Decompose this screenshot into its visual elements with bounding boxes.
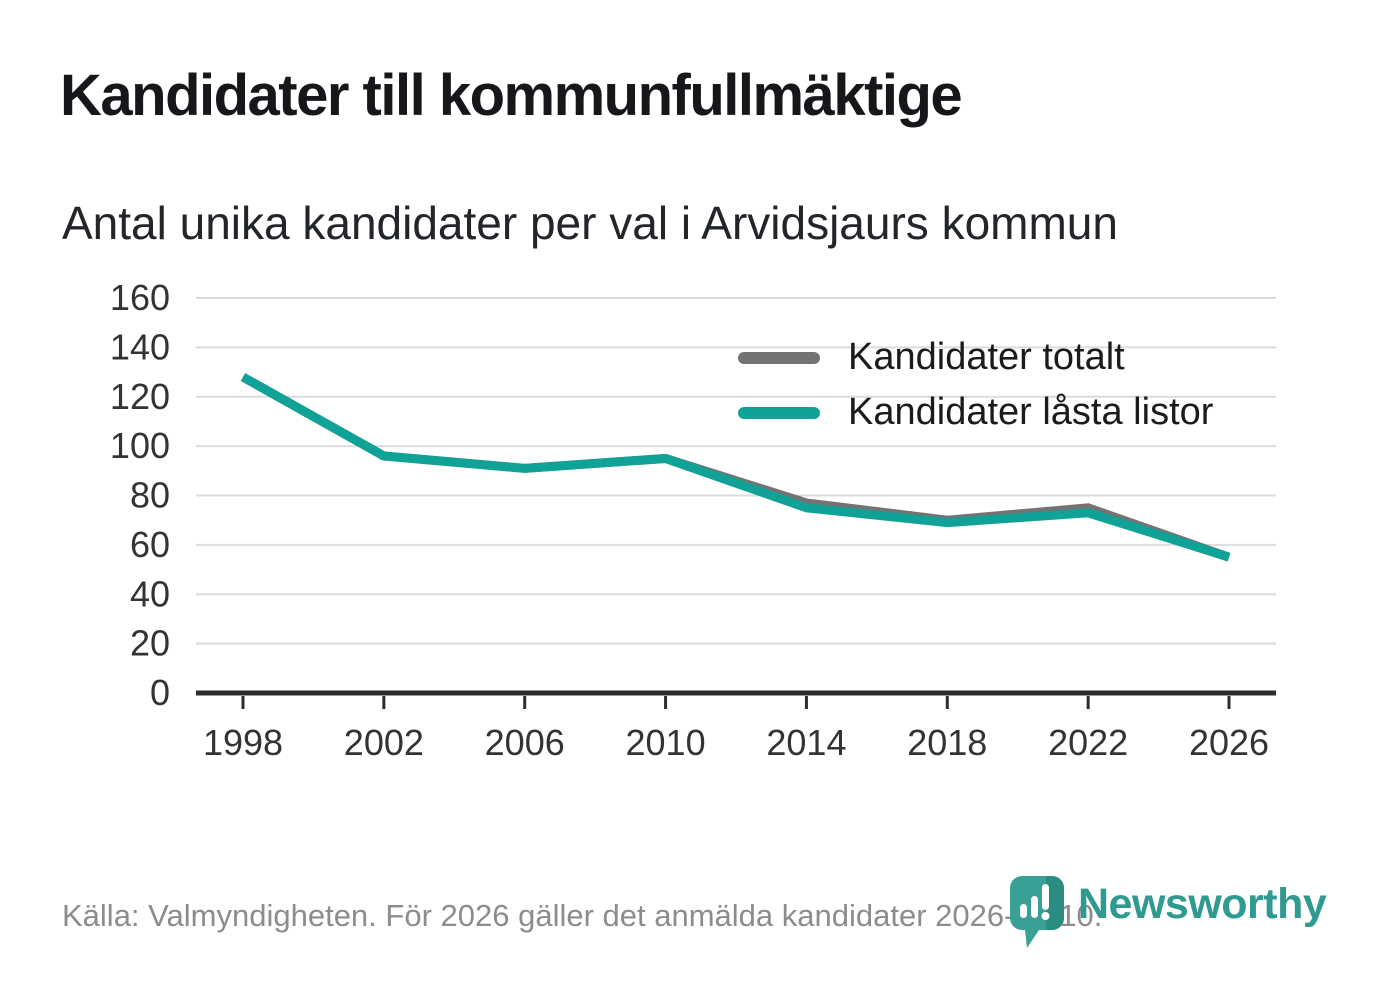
y-axis-tick-label: 120	[110, 376, 170, 417]
legend-label-totalt: Kandidater totalt	[848, 336, 1125, 378]
x-axis-tick-label: 2006	[485, 722, 565, 763]
y-axis-tick-label: 20	[130, 623, 170, 664]
newsworthy-wordmark: Newsworthy	[1078, 880, 1327, 928]
x-axis-tick-label: 2010	[626, 722, 706, 763]
series-line-kandidater-l-sta-listor	[240, 373, 1231, 562]
source-note: Källa: Valmyndigheten. För 2026 gäller d…	[62, 898, 1103, 933]
x-axis-tick-label: 2018	[907, 722, 987, 763]
x-axis-tick-label: 2014	[766, 722, 846, 763]
y-axis-tick-label: 100	[110, 425, 170, 466]
legend-swatch-lasta-listor-icon	[738, 406, 820, 419]
y-axis-tick-label: 0	[150, 672, 170, 713]
y-axis-tick-label: 80	[130, 475, 170, 516]
legend-item-kandidater-totalt: Kandidater totalt	[738, 330, 1213, 385]
page-subtitle: Antal unika kandidater per val i Arvidsj…	[62, 197, 1118, 249]
legend-item-kandidater-lasta-listor: Kandidater låsta listor	[738, 385, 1213, 440]
x-axis-tick-label: 2002	[344, 722, 424, 763]
x-axis-tick-label: 2022	[1048, 722, 1128, 763]
x-axis-tick-label: 2026	[1189, 722, 1269, 763]
page-title: Kandidater till kommunfullmäktige	[60, 63, 963, 128]
y-axis-tick-label: 160	[110, 277, 170, 318]
y-axis-tick-label: 60	[130, 524, 170, 565]
y-axis-tick-label: 40	[130, 573, 170, 614]
y-axis-tick-label: 140	[110, 326, 170, 367]
legend-label-lasta-listor: Kandidater låsta listor	[848, 391, 1214, 433]
x-axis-tick-label: 1998	[203, 722, 283, 763]
legend-swatch-totalt-icon	[738, 351, 820, 364]
newsworthy-logo: Newsworthy	[1008, 874, 1327, 950]
newsworthy-pin-icon	[1010, 876, 1064, 948]
chart-legend: Kandidater totalt Kandidater låsta listo…	[738, 330, 1213, 440]
